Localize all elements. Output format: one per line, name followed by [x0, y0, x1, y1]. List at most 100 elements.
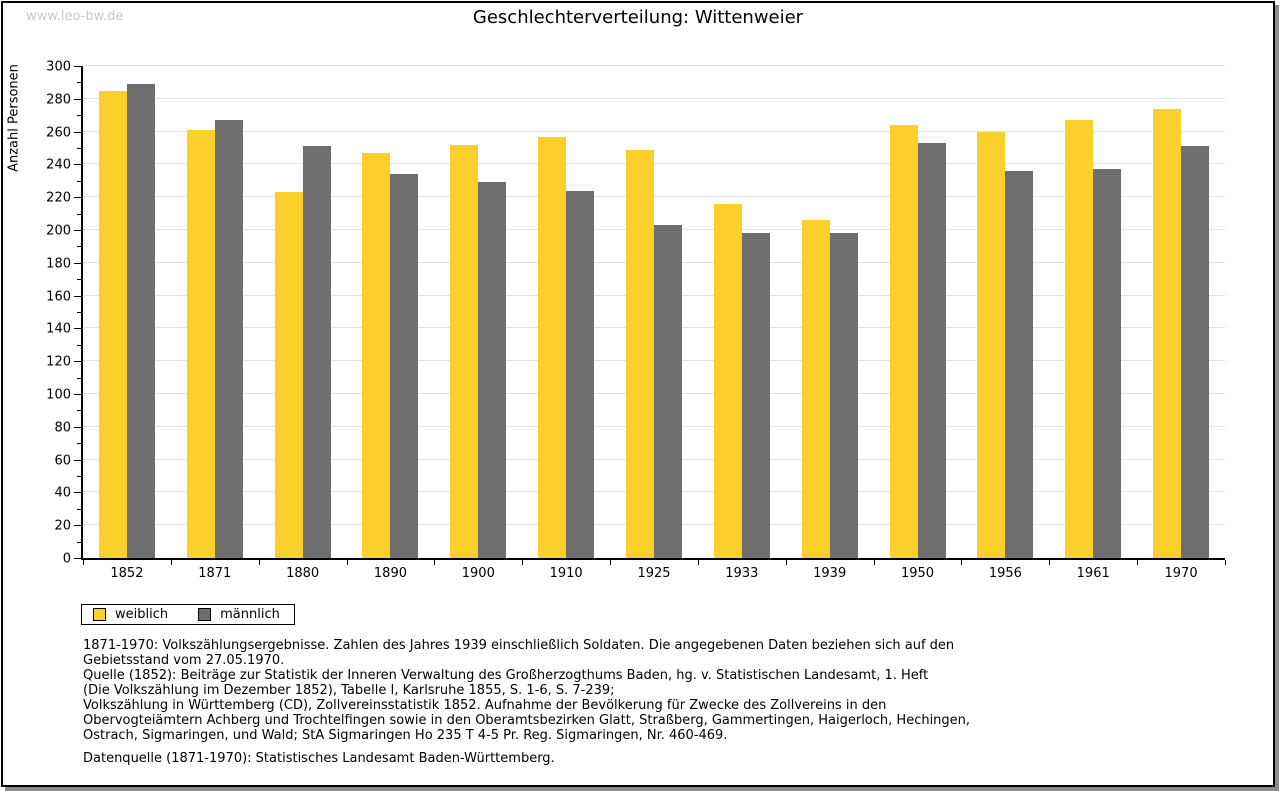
watermark: www.leo-bw.de: [26, 9, 124, 24]
y-tick-160: [74, 295, 81, 297]
x-tick-7: [697, 560, 699, 565]
x-axis-labels: 1852 1871 1880 1890 1900 1910 1925 1933 1939 1950…: [83, 566, 1225, 581]
x-tick-5: [522, 560, 524, 565]
x-label-1890: 1890: [373, 566, 407, 581]
x-label-1970: 1970: [1164, 566, 1198, 581]
bar-maennlich-1939: [829, 233, 858, 558]
y-tick-200: [74, 230, 81, 231]
y-tick-280: [74, 98, 81, 100]
x-label-1956: 1956: [988, 566, 1022, 581]
y-tick-260: [74, 131, 81, 133]
legend-item-maennlich: männlich: [198, 607, 280, 622]
bar-maennlich-1852: [126, 84, 155, 558]
y-tick-70: [77, 443, 81, 445]
footnote-line-7: Ostrach, Sigmaringen, und Wald; StA Sigm…: [83, 728, 728, 743]
x-label-1933: 1933: [725, 566, 759, 581]
legend-item-weiblich: weiblich: [93, 607, 168, 622]
bar-group-1890: [347, 66, 435, 558]
bar-group-1950: [874, 66, 962, 558]
y-tick-140: [74, 328, 81, 330]
chart-title: Geschlechterverteilung: Wittenweier: [472, 7, 804, 28]
y-tick-label-160: 160: [46, 289, 71, 305]
x-tick-9: [873, 560, 875, 565]
bar-group-1852: [83, 66, 171, 558]
bar-weiblich-1961: [1065, 120, 1094, 558]
y-tick-130: [77, 344, 81, 346]
bar-weiblich-1970: [1153, 108, 1182, 558]
bar-group-1900: [434, 66, 522, 558]
y-tick-40: [74, 492, 81, 494]
footnotes: 1871-1970: Volkszählungsergebnisse. Zahl…: [83, 638, 1213, 766]
bar-maennlich-1871: [214, 120, 243, 558]
y-axis-labels: 0 20 40 60 80 100 120 140 160 180 200 220 240 260 280 3…: [31, 61, 71, 566]
bar-maennlich-1950: [917, 143, 946, 558]
footnote-line-6: Obervogteiämtern Achberg und Trochtelfin…: [83, 713, 971, 728]
x-label-1852: 1852: [110, 566, 144, 581]
gridline-260: [83, 130, 1225, 132]
y-tick-label-220: 220: [46, 190, 71, 206]
y-tick-50: [77, 476, 81, 477]
y-tick-label-300: 300: [46, 59, 71, 75]
bar-weiblich-1852: [98, 90, 127, 558]
y-tick-300: [74, 66, 81, 67]
gridline-300: [83, 65, 1225, 66]
footnote-line-5: Volkszählung in Württemberg (CD), Zollve…: [83, 698, 887, 713]
y-tick-270: [77, 115, 81, 117]
y-tick-180: [74, 262, 81, 264]
y-tick-220: [74, 197, 81, 199]
bar-weiblich-1880: [274, 192, 303, 558]
footnote-line-9: Datenquelle (1871-1970): Statistisches L…: [83, 751, 555, 766]
y-tick-label-100: 100: [46, 387, 71, 403]
gridline-280: [83, 97, 1225, 99]
footnote-line-8: [83, 743, 1213, 751]
x-label-1950: 1950: [900, 566, 935, 581]
y-tick-150: [77, 312, 81, 313]
x-tick-13: [1225, 560, 1226, 565]
bar-weiblich-1950: [889, 125, 918, 558]
x-tick-3: [346, 560, 348, 565]
y-tick-label-120: 120: [46, 354, 71, 370]
bar-weiblich-1956: [977, 131, 1006, 558]
x-label-1910: 1910: [549, 566, 583, 581]
x-label-1880: 1880: [286, 566, 320, 581]
y-tick-210: [77, 213, 81, 215]
bar-group-1880: [259, 66, 347, 558]
bar-group-1933: [698, 66, 786, 558]
y-tick-label-280: 280: [46, 92, 71, 108]
y-tick-30: [77, 508, 81, 510]
bar-groups: [83, 66, 1225, 558]
y-tick-110: [77, 377, 81, 379]
bar-maennlich-1970: [1181, 146, 1210, 558]
bar-group-1871: [171, 66, 259, 558]
bar-maennlich-1956: [1005, 170, 1034, 558]
y-tick-60: [74, 459, 81, 461]
y-tick-label-180: 180: [46, 256, 71, 272]
bar-weiblich-1925: [625, 149, 654, 558]
y-tick-290: [77, 82, 81, 84]
x-label-1900: 1900: [461, 566, 495, 581]
y-axis-title: Anzahl Personen: [6, 64, 22, 172]
x-tick-4: [434, 560, 436, 565]
footnote-line-3: Quelle (1852): Beiträge zur Statistik de…: [83, 668, 929, 683]
y-tick-label-60: 60: [54, 453, 71, 469]
plot-area: [81, 65, 1225, 560]
x-tick-0: [83, 560, 84, 565]
bar-group-1961: [1049, 66, 1137, 558]
legend-swatch-maennlich: [198, 608, 212, 621]
y-tick-label-0: 0: [62, 551, 71, 567]
x-tick-8: [785, 560, 787, 565]
bar-maennlich-1925: [653, 225, 682, 558]
footnote-line-2: Gebietsstand vom 27.05.1970.: [83, 653, 285, 668]
x-label-1939: 1939: [813, 566, 847, 581]
bar-weiblich-1910: [538, 136, 567, 558]
y-tick-230: [77, 180, 81, 182]
x-label-1961: 1961: [1076, 566, 1110, 581]
y-tick-label-40: 40: [54, 485, 71, 501]
bar-weiblich-1900: [450, 144, 479, 558]
bar-maennlich-1933: [741, 233, 770, 558]
legend: weiblich männlich: [81, 604, 295, 625]
x-axis-ticks: [83, 560, 1226, 566]
bar-maennlich-1880: [302, 146, 331, 558]
x-tick-1: [170, 560, 172, 565]
bar-group-1910: [522, 66, 610, 558]
